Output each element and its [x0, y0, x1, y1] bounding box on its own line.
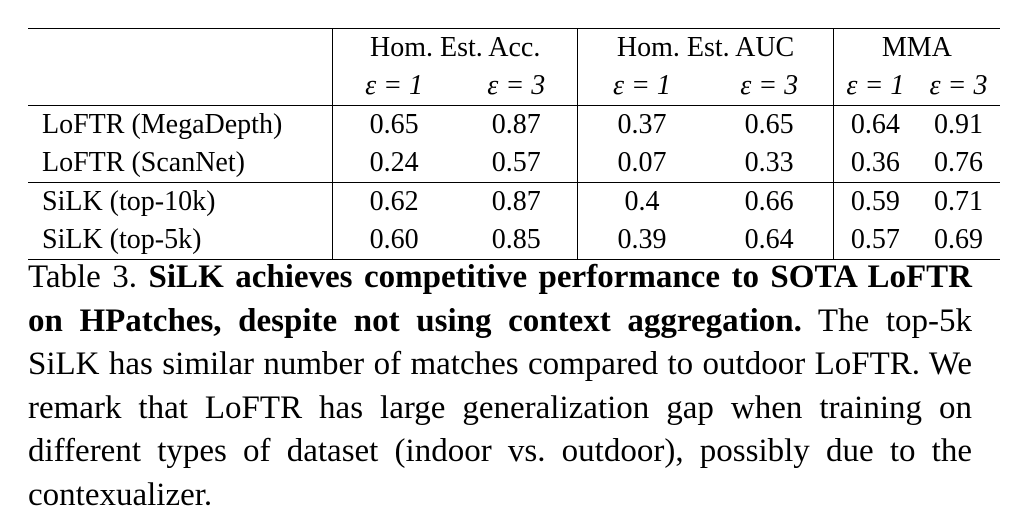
table-row: SiLK (top-10k) 0.62 0.87 0.4 0.66 0.59 0…: [28, 182, 1000, 221]
table-row: SiLK (top-5k) 0.60 0.85 0.39 0.64 0.57 0…: [28, 221, 1000, 260]
header-method-cell: [28, 28, 333, 67]
group-header-mma: MMA: [833, 28, 1000, 67]
value-cell: 0.71: [916, 182, 1000, 221]
caption-label: Table 3.: [28, 259, 138, 295]
value-cell: 0.69: [916, 221, 1000, 260]
value-cell: 0.66: [705, 182, 834, 221]
value-cell: 0.65: [332, 105, 456, 144]
table-row: LoFTR (MegaDepth) 0.65 0.87 0.37 0.65 0.…: [28, 105, 1000, 144]
subheader-eps: ε = 3: [705, 67, 834, 106]
value-cell: 0.59: [833, 182, 917, 221]
table-row: LoFTR (ScanNet) 0.24 0.57 0.07 0.33 0.36…: [28, 144, 1000, 183]
value-cell: 0.76: [933, 147, 983, 178]
value-cell: 0.36: [850, 147, 900, 178]
subheader-eps: ε = 1: [612, 70, 671, 101]
value-cell: 0.57: [833, 221, 917, 260]
group-header-hom-acc: Hom. Est. Acc.: [332, 28, 579, 67]
method-name: SiLK (top-5k): [28, 221, 333, 260]
value-cell: 0.65: [705, 105, 834, 144]
method-name: LoFTR (ScanNet): [28, 144, 333, 183]
value-cell: 0.24: [369, 147, 419, 178]
value-cell: 0.85: [455, 221, 579, 260]
caption-emphasis: SiLK achieves competitive performance to…: [28, 259, 972, 339]
value-cell: 0.07: [617, 147, 667, 178]
value-cell: 0.87: [455, 182, 579, 221]
method-name: LoFTR (MegaDepth): [28, 105, 333, 144]
subheader-eps: ε = 3: [455, 67, 579, 106]
header-row-epsilon: ε = 1 ε = 3 ε = 1 ε = 3 ε = 1 ε = 3: [28, 67, 1000, 106]
method-name: SiLK (top-10k): [28, 182, 333, 221]
value-cell: 0.64: [705, 221, 834, 260]
table-caption: Table 3. SiLK achieves competitive perfo…: [28, 256, 972, 517]
header-row-groups: Hom. Est. Acc. Hom. Est. AUC MMA: [28, 28, 1000, 67]
subheader-eps: ε = 1: [365, 70, 424, 101]
value-cell: 0.64: [833, 105, 917, 144]
results-table: Hom. Est. Acc. Hom. Est. AUC MMA ε = 1 ε…: [28, 28, 1000, 260]
group-header-hom-auc: Hom. Est. AUC: [577, 28, 834, 67]
subheader-eps: ε = 3: [929, 70, 988, 101]
caption-body: The top-5k SiLK has similar number of ma…: [28, 302, 973, 513]
value-cell: 0.57: [455, 144, 579, 183]
value-cell: 0.4: [577, 182, 706, 221]
results-table-container: Hom. Est. Acc. Hom. Est. AUC MMA ε = 1 ε…: [28, 28, 1000, 260]
subheader-eps: ε = 1: [846, 70, 905, 101]
value-cell: 0.91: [916, 105, 1000, 144]
value-cell: 0.60: [332, 221, 456, 260]
value-cell: 0.39: [577, 221, 706, 260]
value-cell: 0.87: [455, 105, 579, 144]
value-cell: 0.37: [577, 105, 706, 144]
value-cell: 0.62: [332, 182, 456, 221]
value-cell: 0.33: [705, 144, 834, 183]
